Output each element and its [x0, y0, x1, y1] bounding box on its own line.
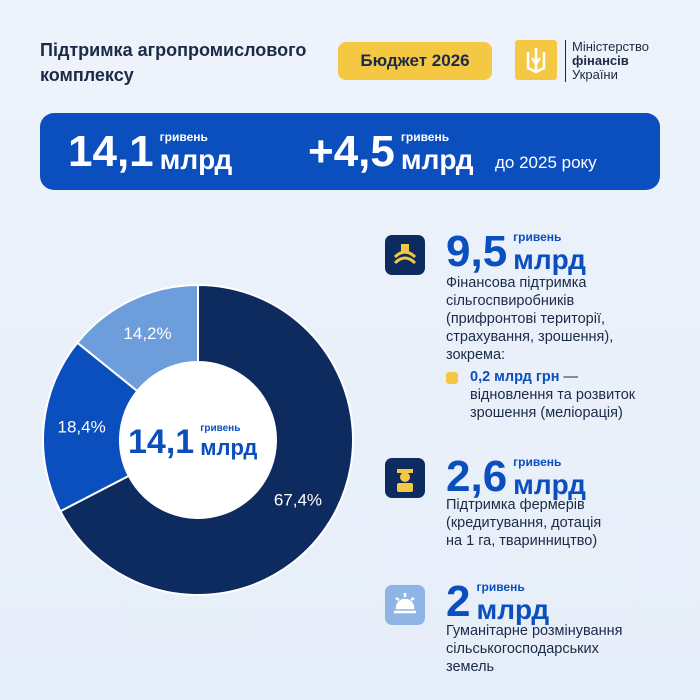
line: земель: [446, 659, 495, 675]
donut-slice: [42, 341, 139, 513]
donut-slice: [58, 283, 354, 596]
donut-hole: [121, 363, 275, 517]
line: відновлення та розвиток: [470, 387, 636, 403]
line: —: [563, 369, 579, 385]
line: страхування, зрошення),: [446, 329, 614, 345]
slice-label: 67,4%: [274, 490, 322, 509]
unit: млрд: [200, 435, 258, 460]
ministry-name: Міністерство фінансів України: [572, 40, 649, 82]
line: зокрема:: [446, 347, 506, 363]
increase: +4,5 гривень млрд: [308, 130, 474, 174]
line: Гуманітарне розмінування: [446, 623, 623, 639]
line: Підтримка фермерів: [446, 497, 585, 513]
unit: млрд: [400, 144, 474, 175]
line: зрошення (меліорація): [470, 405, 623, 421]
amount: 14,1: [68, 127, 154, 176]
slice-label: 18,4%: [57, 418, 105, 437]
amount: 2: [446, 577, 471, 626]
currency: гривень: [159, 130, 208, 144]
ministry-line: України: [572, 67, 618, 82]
budget-badge: Бюджет 2026: [338, 42, 492, 80]
item-amount: 2 гривень млрд: [446, 580, 549, 624]
sub-item: 0,2 млрд грн — відновлення та розвиток з…: [470, 368, 635, 422]
increase-note: до 2025 року: [495, 153, 597, 172]
currency: гривень: [200, 423, 241, 434]
total: 14,1 гривень млрд: [68, 130, 232, 174]
unit: млрд: [476, 594, 550, 625]
currency: гривень: [400, 130, 450, 144]
slice-label: 14,2%: [123, 324, 171, 343]
item-description: Підтримка фермерів (кредитування, дотаці…: [446, 496, 601, 550]
donut-chart: 67,4% 18,4% 14,2%: [42, 283, 354, 596]
amount: 2,6: [446, 452, 508, 501]
bullet: [446, 372, 458, 384]
divider: [565, 40, 566, 82]
sub-amount: 0,2 млрд грн: [470, 369, 560, 385]
item-description: Гуманітарне розмінування сільськогоспода…: [446, 622, 622, 676]
currency: гривень: [476, 580, 525, 594]
line: Фінансова підтримка: [446, 275, 587, 291]
title: Підтримка агропромислового комплексу: [40, 40, 307, 85]
item-description: Фінансова підтримка сільгоспвиробників (…: [446, 274, 613, 364]
donut-slice: [75, 283, 199, 393]
amount: +4,5: [308, 127, 395, 176]
ministry-line: фінансів: [572, 53, 629, 68]
donut-center: 14,1 гривень млрд: [128, 423, 258, 461]
amount: 9,5: [446, 227, 508, 276]
line: сільськогосподарських: [446, 641, 599, 657]
currency: гривень: [513, 455, 562, 469]
item-amount: 9,5 гривень млрд: [446, 230, 586, 274]
line: сільгоспвиробників: [446, 293, 575, 309]
unit: млрд: [513, 469, 586, 500]
ministry-logo: [515, 40, 557, 80]
demining-icon: [385, 585, 425, 625]
summary-banner: [40, 113, 660, 190]
line: (кредитування, дотація: [446, 515, 602, 531]
ministry-line: Міністерство: [572, 39, 649, 54]
field-icon: [385, 235, 425, 275]
currency: гривень: [513, 230, 562, 244]
line: (прифронтові території,: [446, 311, 605, 327]
line: на 1 га, тваринництво): [446, 533, 598, 549]
unit: млрд: [513, 244, 586, 275]
amount: 14,1: [128, 423, 195, 461]
farmer-icon: [385, 458, 425, 498]
item-amount: 2,6 гривень млрд: [446, 455, 586, 499]
unit: млрд: [159, 144, 233, 175]
